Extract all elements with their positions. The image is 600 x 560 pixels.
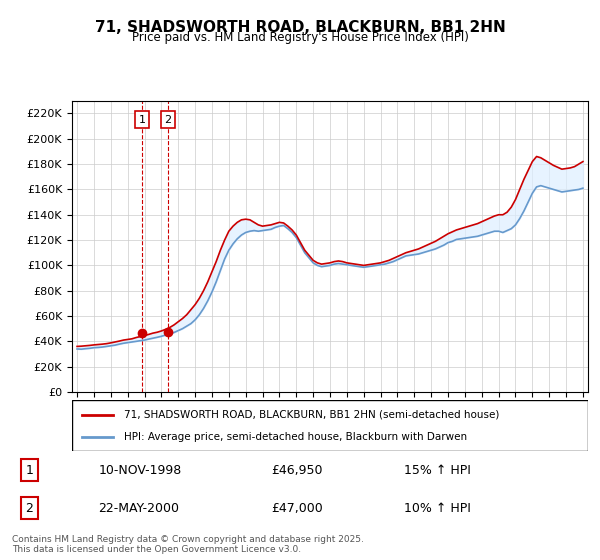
Text: 71, SHADSWORTH ROAD, BLACKBURN, BB1 2HN (semi-detached house): 71, SHADSWORTH ROAD, BLACKBURN, BB1 2HN … [124, 409, 499, 419]
Text: 15% ↑ HPI: 15% ↑ HPI [404, 464, 470, 477]
FancyBboxPatch shape [72, 400, 588, 451]
Text: 71, SHADSWORTH ROAD, BLACKBURN, BB1 2HN: 71, SHADSWORTH ROAD, BLACKBURN, BB1 2HN [95, 20, 505, 35]
Text: HPI: Average price, semi-detached house, Blackburn with Darwen: HPI: Average price, semi-detached house,… [124, 432, 467, 442]
Text: Contains HM Land Registry data © Crown copyright and database right 2025.
This d: Contains HM Land Registry data © Crown c… [12, 535, 364, 554]
Text: 10-NOV-1998: 10-NOV-1998 [98, 464, 182, 477]
Text: 2: 2 [25, 502, 33, 515]
Text: 2: 2 [164, 115, 172, 125]
Text: £46,950: £46,950 [271, 464, 323, 477]
Text: 1: 1 [139, 115, 146, 125]
Text: £47,000: £47,000 [271, 502, 323, 515]
Text: 22-MAY-2000: 22-MAY-2000 [98, 502, 179, 515]
Text: 1: 1 [25, 464, 33, 477]
Text: 10% ↑ HPI: 10% ↑ HPI [404, 502, 470, 515]
Text: Price paid vs. HM Land Registry's House Price Index (HPI): Price paid vs. HM Land Registry's House … [131, 31, 469, 44]
